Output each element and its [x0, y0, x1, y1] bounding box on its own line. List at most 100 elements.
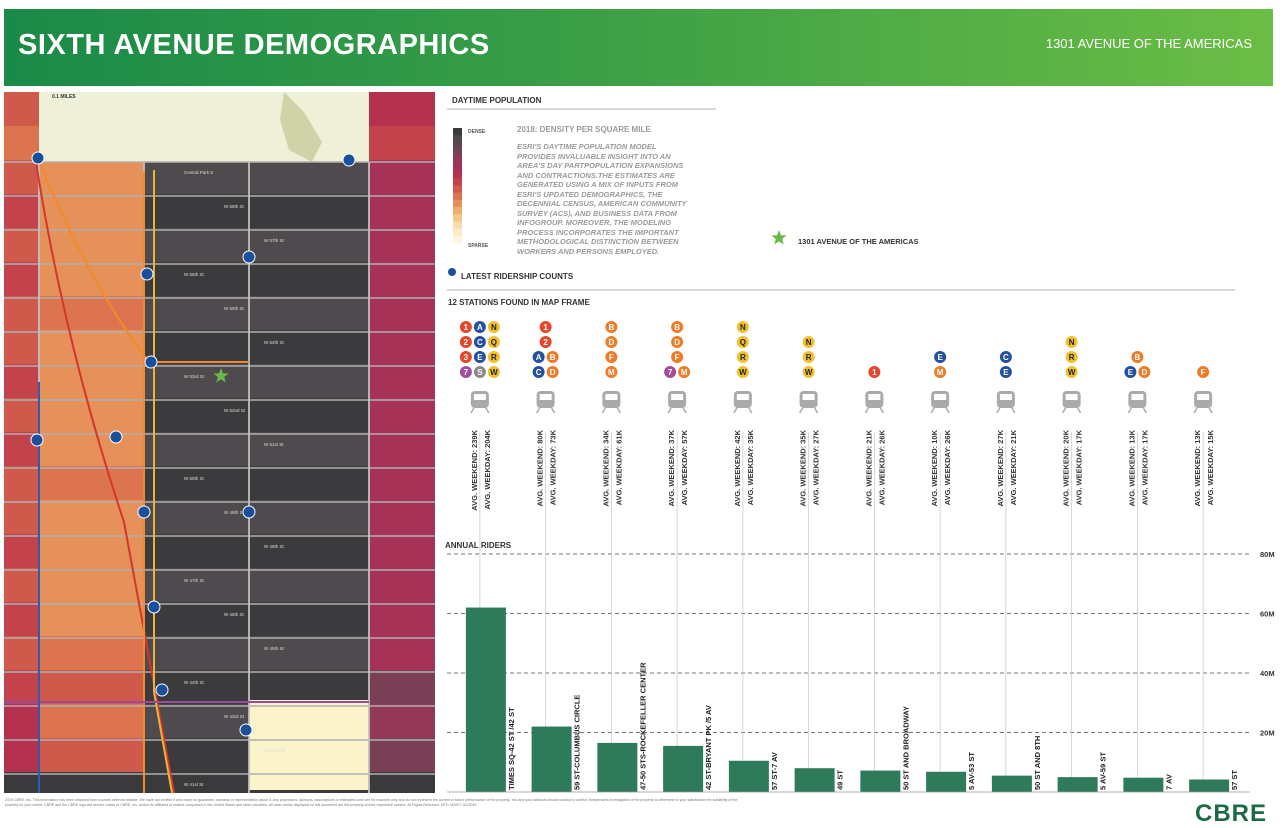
line-badge	[539, 336, 552, 348]
line-badge	[736, 351, 749, 363]
line-badge-label: 1	[543, 323, 548, 332]
density-map[interactable]: 0.1 MILES Central Park S W 58th St W 57th S…	[4, 92, 435, 793]
legend-swatch	[453, 214, 462, 222]
street-label: W 56th St	[184, 272, 205, 277]
bar	[1057, 777, 1098, 792]
train-leg	[682, 407, 687, 414]
map-block	[4, 398, 39, 432]
map-block	[4, 568, 39, 602]
street-label: W 58th St	[224, 204, 245, 209]
line-badge	[459, 336, 472, 348]
train-window	[999, 394, 1012, 400]
map-block	[39, 704, 144, 738]
mta-station-icon	[239, 723, 253, 737]
weekday-count: AVG. WEEKDAY: 17K	[1075, 429, 1084, 505]
train-window	[934, 394, 947, 400]
map-block	[39, 602, 144, 636]
line-badge	[736, 336, 749, 348]
map-block	[39, 330, 144, 364]
map-block	[39, 636, 144, 670]
map-canvas: 0.1 MILES Central Park S W 58th St W 57th S…	[4, 92, 435, 793]
map-block	[249, 500, 369, 534]
train-leg	[879, 407, 885, 414]
legend-swatch	[453, 156, 462, 165]
train-window	[868, 394, 881, 400]
line-badge	[532, 351, 545, 363]
street-label: W 51st St	[264, 442, 284, 447]
line-badge	[605, 336, 618, 348]
line-badge-label: N	[806, 338, 812, 347]
map-block	[369, 602, 435, 636]
map-block	[4, 262, 39, 296]
train-window	[473, 394, 486, 400]
bar	[991, 775, 1032, 792]
line-badge-label: 1	[872, 368, 877, 377]
street-label: W 55th St	[224, 306, 245, 311]
bar-label: 49 ST	[836, 770, 845, 790]
bar	[860, 770, 901, 792]
line-badge	[539, 321, 552, 333]
line-badge-label: N	[740, 323, 746, 332]
line-badge-label: 3	[464, 353, 469, 362]
legend-swatch	[453, 199, 462, 208]
weekday-count: AVG. WEEKDAY: 204K	[483, 429, 492, 509]
mta-station-icon	[155, 683, 169, 697]
weekday-count: AVG. WEEKDAY: 27K	[812, 429, 821, 505]
map-block	[144, 738, 249, 772]
map-block	[369, 704, 435, 738]
weekend-count: AVG. WEEKEND: 13K	[1193, 429, 1202, 506]
bar-label: 7 AV	[1164, 774, 1173, 790]
bar	[1189, 779, 1230, 792]
map-block	[144, 466, 249, 500]
line-badge-label: B	[674, 323, 680, 332]
bar	[1123, 777, 1164, 792]
street-label: W 52nd St	[224, 408, 246, 413]
map-block	[144, 364, 249, 398]
train-window	[539, 394, 552, 400]
street-label: W 53rd St	[184, 374, 205, 379]
map-block	[249, 534, 369, 568]
chart-title: ANNUAL RIDERS	[445, 541, 512, 550]
bar-label: 47-50 STS-ROCKEFELLER CENTER	[638, 662, 647, 790]
legend-swatch	[453, 135, 462, 143]
train-leg	[1011, 407, 1016, 414]
map-block	[144, 262, 249, 296]
weekday-count: AVG. WEEKDAY: 26K	[943, 429, 952, 505]
map-block	[4, 160, 39, 194]
map-block	[369, 466, 435, 500]
mta-station-icon	[144, 355, 158, 369]
legend-title: 2018: DENSITY PER SQUARE MILE	[517, 125, 651, 134]
map-block	[249, 636, 369, 670]
street-label: Central Park S	[184, 170, 213, 175]
line-badge-label: B	[608, 323, 614, 332]
map-block	[249, 364, 369, 398]
train-leg	[996, 407, 1001, 414]
line-badge	[487, 366, 500, 378]
street-label: W 50th St	[184, 476, 205, 481]
line-badge-label: A	[536, 353, 542, 362]
weekday-count: AVG. WEEKDAY: 61K	[614, 429, 623, 505]
line-badge	[487, 321, 500, 333]
line-badge	[459, 321, 472, 333]
map-block	[369, 262, 435, 296]
legend-swatch	[453, 142, 462, 150]
street-label: W 43rd St	[224, 714, 245, 719]
mta-station-icon	[242, 505, 256, 519]
line-badge-label: E	[477, 353, 483, 362]
line-badge	[802, 351, 815, 363]
weekday-count: AVG. WEEKDAY: 26K	[877, 429, 886, 505]
line-badge-label: E	[1128, 368, 1134, 377]
legend-swatch	[453, 221, 462, 229]
mta-station-icon	[109, 430, 123, 444]
line-badge-label: 1	[464, 323, 469, 332]
line-badge-label: R	[491, 353, 497, 362]
station-group: F AVG. WEEKEND: 13K AVG. WEEKDAY: 15K	[1193, 366, 1215, 507]
line-badge	[1065, 336, 1078, 348]
map-block	[249, 296, 369, 330]
map-block	[144, 160, 249, 194]
weekday-count: AVG. WEEKDAY: 57K	[680, 429, 689, 505]
train-leg	[550, 407, 556, 414]
